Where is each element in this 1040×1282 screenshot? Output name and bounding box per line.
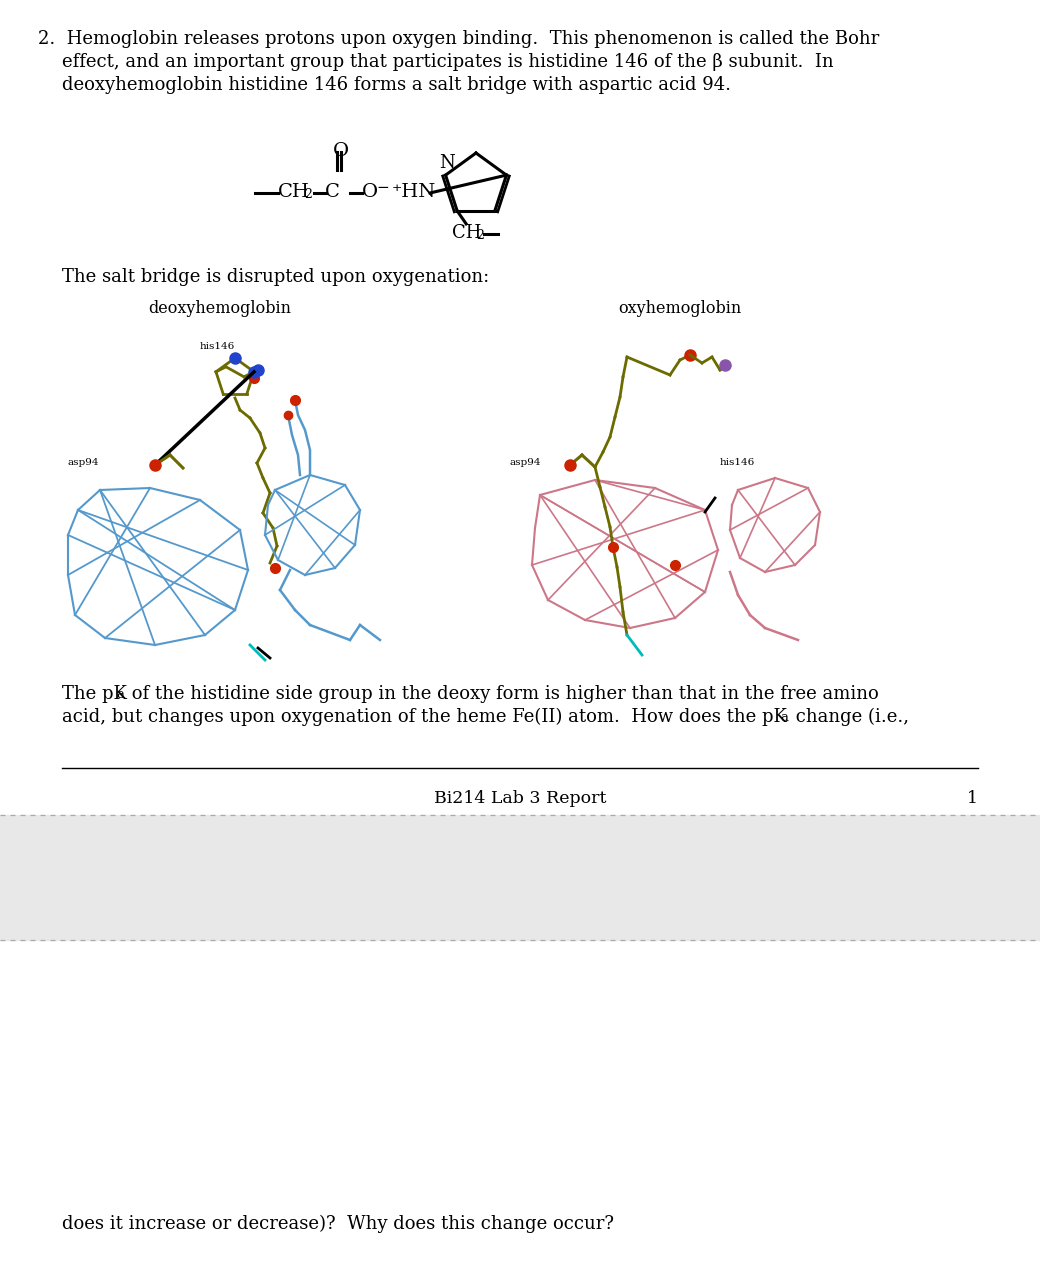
Text: 2.  Hemoglobin releases protons upon oxygen binding.  This phenomenon is called : 2. Hemoglobin releases protons upon oxyg… [38, 29, 879, 47]
Text: acid, but changes upon oxygenation of the heme Fe(II) atom.  How does the pK: acid, but changes upon oxygenation of th… [62, 708, 787, 726]
Text: ⁺HN: ⁺HN [392, 183, 436, 201]
Text: N: N [440, 154, 456, 172]
Text: asp94: asp94 [68, 458, 100, 467]
Text: CH: CH [278, 183, 310, 201]
Text: CH: CH [452, 224, 482, 242]
Text: −: − [376, 181, 389, 195]
Text: of the histidine side group in the deoxy form is higher than that in the free am: of the histidine side group in the deoxy… [126, 685, 879, 703]
Text: effect, and an important group that participates is histidine 146 of the β subun: effect, and an important group that part… [62, 53, 834, 71]
Text: 2: 2 [304, 188, 312, 201]
Text: oxyhemoglobin: oxyhemoglobin [619, 300, 742, 317]
Text: asp94: asp94 [510, 458, 542, 467]
Text: 1: 1 [967, 790, 978, 806]
Text: deoxyhemoglobin histidine 146 forms a salt bridge with aspartic acid 94.: deoxyhemoglobin histidine 146 forms a sa… [62, 76, 731, 94]
Text: deoxyhemoglobin: deoxyhemoglobin [149, 300, 291, 317]
Text: 2: 2 [476, 229, 484, 242]
Text: does it increase or decrease)?  Why does this change occur?: does it increase or decrease)? Why does … [62, 1215, 614, 1233]
Text: Bi214 Lab 3 Report: Bi214 Lab 3 Report [434, 790, 606, 806]
Text: O: O [333, 142, 349, 160]
Text: a: a [116, 688, 124, 701]
Text: The salt bridge is disrupted upon oxygenation:: The salt bridge is disrupted upon oxygen… [62, 268, 489, 286]
Text: his146: his146 [720, 458, 755, 467]
Text: C: C [324, 183, 340, 201]
Text: his146: his146 [200, 342, 235, 351]
Text: a: a [780, 712, 788, 724]
Bar [0, 815, 1040, 940]
Text: The pK: The pK [62, 685, 127, 703]
Text: O: O [362, 183, 379, 201]
Text: change (i.e.,: change (i.e., [790, 708, 909, 726]
